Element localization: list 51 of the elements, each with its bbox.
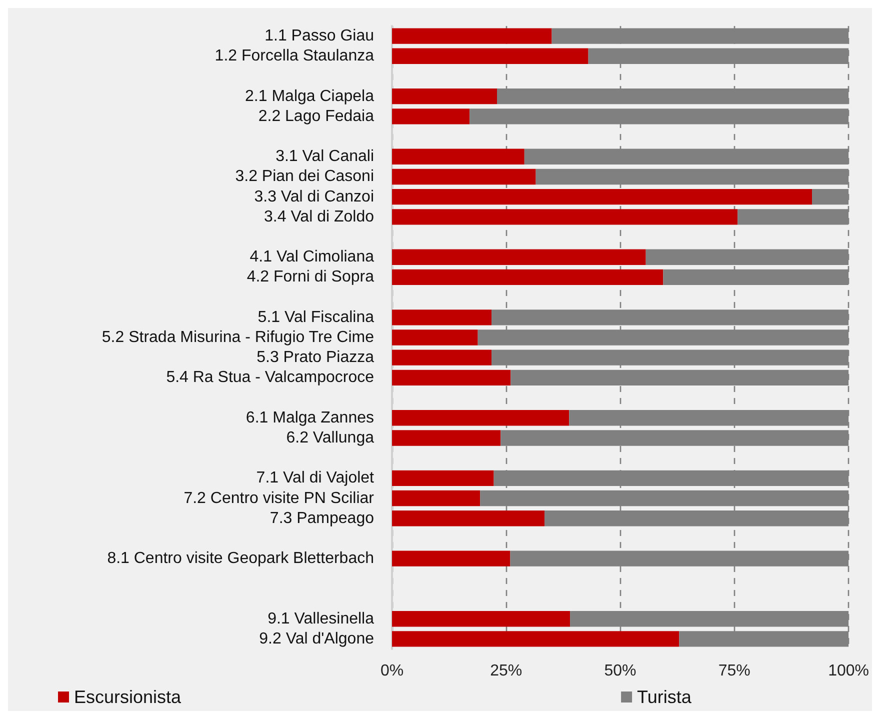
bar <box>392 430 501 446</box>
bar <box>392 631 680 647</box>
y-tick-label: 7.3 Pampeago <box>270 510 374 527</box>
y-tick-label: 5.3 Prato Piazza <box>256 349 374 366</box>
legend-label: Turista <box>637 687 692 707</box>
y-tick-label: 4.1 Val Cimoliana <box>250 248 374 266</box>
bar <box>392 249 646 265</box>
bar <box>392 370 511 386</box>
bar <box>392 148 524 164</box>
bar <box>392 108 470 124</box>
legend-label: Escursionista <box>74 687 182 707</box>
y-tick-label: 9.1 Vallesinella <box>268 610 374 628</box>
y-tick-label: 6.2 Vallunga <box>286 429 374 446</box>
y-tick-label: 7.1 Val di Vajolet <box>256 470 375 487</box>
bar <box>392 510 544 526</box>
bar <box>392 310 492 326</box>
x-tick-label: 100% <box>828 662 869 680</box>
x-tick-label: 75% <box>718 662 750 680</box>
bar <box>392 209 738 225</box>
bar <box>392 330 478 346</box>
y-tick-label: 7.2 Centro visite PN Sciliar <box>184 490 375 507</box>
y-tick-label: 5.2 Strada Misurina - Rifugio Tre Cime <box>102 329 374 346</box>
bar <box>392 611 570 627</box>
bar <box>392 88 498 104</box>
bar <box>392 350 492 366</box>
y-tick-label: 6.1 Malga Zannes <box>246 409 374 426</box>
bar <box>392 269 664 286</box>
y-tick-label: 3.3 Val di Canzoi <box>254 188 374 206</box>
bar <box>392 188 812 205</box>
bar <box>392 550 510 566</box>
y-tick-label: 2.2 Lago Fedaia <box>258 108 374 125</box>
bar <box>392 410 570 426</box>
y-tick-label: 9.2 Val d'Algone <box>259 630 374 648</box>
y-tick-label: 1.2 Forcella Staulanza <box>214 48 374 65</box>
y-tick-label: 1.1 Passo Giau <box>264 28 374 45</box>
y-tick-label: 4.2 Forni di Sopra <box>246 268 374 286</box>
bar <box>392 168 536 185</box>
y-tick-label: 5.1 Val Fiscalina <box>258 308 374 326</box>
x-tick-label: 25% <box>490 662 522 680</box>
y-tick-label: 5.4 Ra Stua - Valcampocroce <box>166 369 374 386</box>
bar <box>392 48 588 64</box>
x-tick-label: 0% <box>380 662 404 680</box>
bar <box>392 28 552 44</box>
bar <box>392 470 494 486</box>
bar <box>392 490 480 506</box>
y-tick-label: 2.1 Malga Ciapela <box>245 88 374 105</box>
y-tick-label: 3.4 Val di Zoldo <box>264 208 374 226</box>
x-tick-label: 50% <box>604 662 636 680</box>
y-tick-label: 3.2 Pian dei Casoni <box>235 168 374 186</box>
y-tick-label: 3.1 Val Canali <box>276 148 374 166</box>
y-tick-label: 8.1 Centro visite Geopark Bletterbach <box>107 550 374 568</box>
